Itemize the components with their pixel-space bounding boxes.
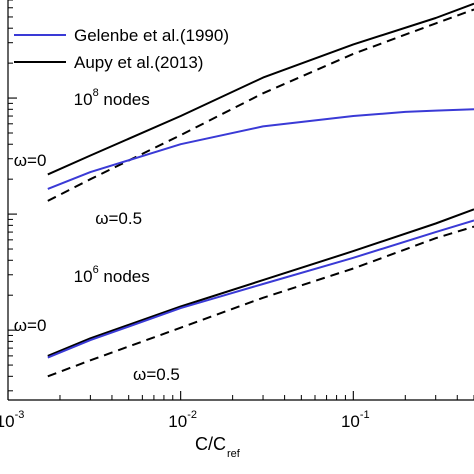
chart-annotation: 108 nodes — [74, 87, 150, 109]
legend: Gelenbe et al.(1990) Aupy et al.(2013) — [14, 26, 229, 72]
x-tick-labels: 10-3 10-2 10-1 — [0, 409, 370, 431]
series-line — [47, 2, 474, 176]
chart-annotation: ω=0.5 — [95, 209, 142, 228]
series-layer — [47, 2, 474, 378]
x-axis-label-text: C/C — [195, 434, 226, 454]
chart-annotation: ω=0 — [14, 151, 47, 170]
chart-annotation: ω=0 — [14, 316, 47, 335]
annotations: 108 nodes ω=0 ω=0.5 106 nodes ω=0 ω=0.5 — [14, 87, 180, 384]
axis-ticks — [7, 0, 474, 400]
x-axis-label: C/C ref — [195, 434, 241, 460]
legend-label-aupy: Aupy et al.(2013) — [74, 53, 203, 72]
series-line — [47, 208, 474, 357]
svg-text:C/C: C/C — [195, 434, 226, 454]
chart-annotation: ω=0.5 — [133, 365, 180, 384]
x-axis-label-subscript: ref — [227, 448, 241, 460]
plot-area — [7, 0, 474, 401]
x-tick-label: 10-3 — [0, 409, 24, 431]
x-tick-label: 10-2 — [168, 409, 197, 431]
x-tick-label: 10-1 — [341, 409, 370, 431]
series-line — [47, 225, 474, 378]
series-line — [47, 219, 474, 359]
series-line — [47, 8, 474, 202]
chart-annotation: 106 nodes — [74, 264, 150, 286]
legend-label-gelenbe: Gelenbe et al.(1990) — [74, 26, 229, 45]
series-line — [47, 108, 474, 190]
